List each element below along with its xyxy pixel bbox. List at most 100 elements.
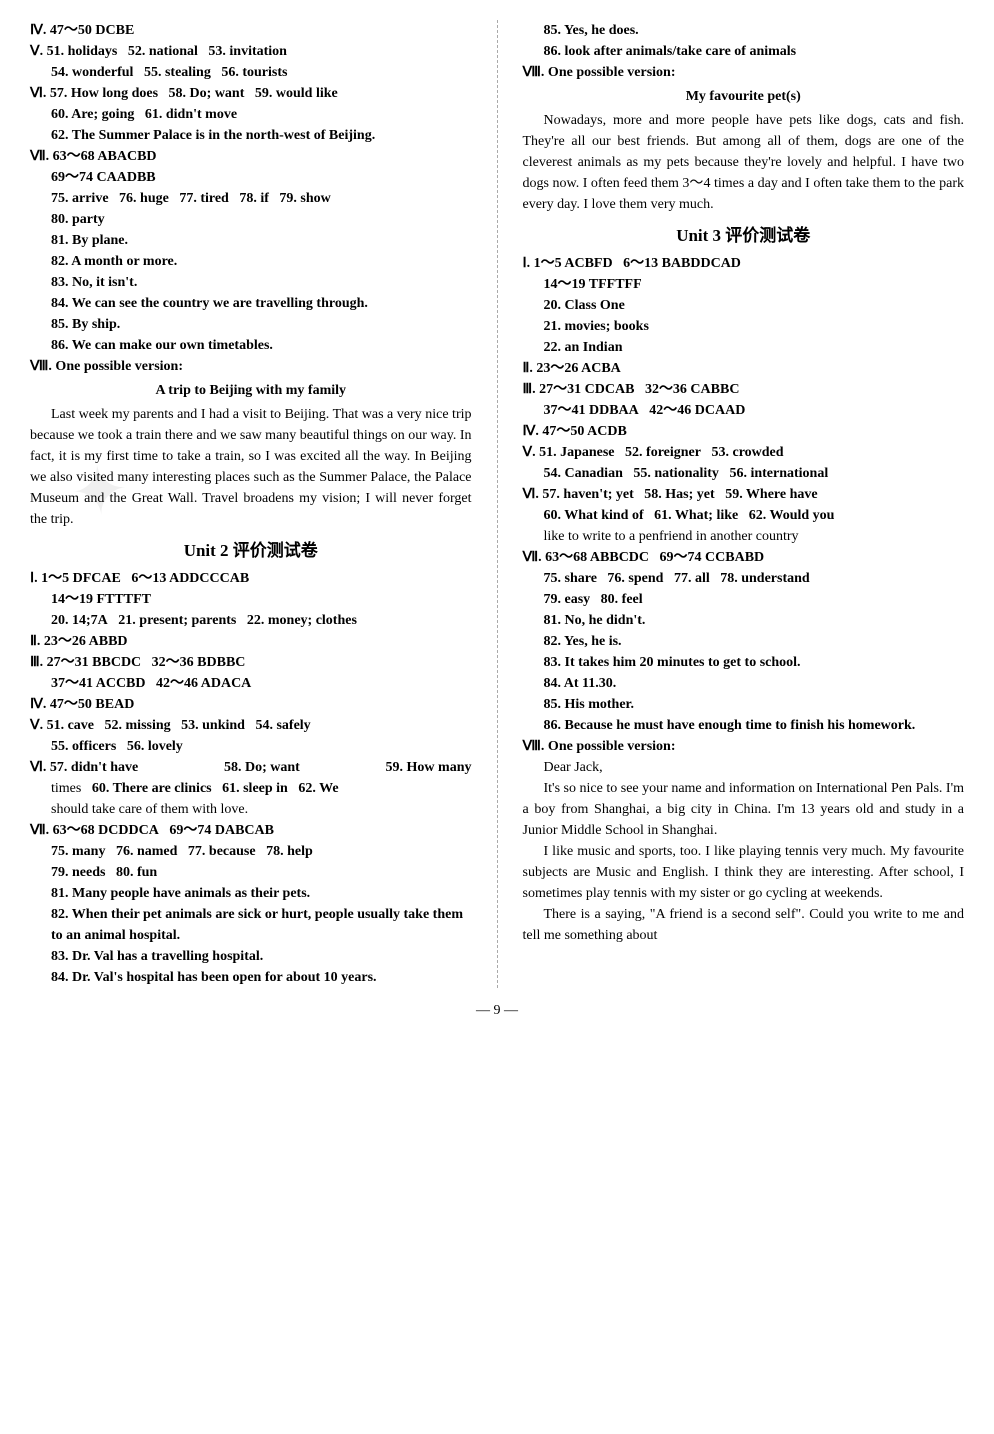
answer-item: 61. What; like: [654, 508, 738, 523]
right-column: 85. Yes, he does. 86. look after animals…: [523, 20, 965, 988]
answer-item: 22. money; clothes: [247, 613, 357, 628]
answer-item: 21. present; parents: [118, 613, 236, 628]
answer-item: 69～74 CCBABD: [660, 550, 765, 565]
answer-item: 76. huge: [119, 191, 169, 206]
text-line: 60. What kind of 61. What; like 62. Woul…: [523, 505, 965, 526]
answer-item: 54. wonderful: [51, 65, 133, 80]
answer-item: 55. stealing: [144, 65, 211, 80]
answer-item: 78. understand: [720, 571, 809, 586]
answer-item: 69～74 DABCAB: [169, 823, 274, 838]
answer-item: Ⅶ. 63～68 DCDDCA: [30, 823, 159, 838]
text-line: should take care of them with love.: [30, 799, 472, 820]
text-line: Ⅷ. One possible version:: [523, 62, 965, 83]
text-line: 83. It takes him 20 minutes to get to sc…: [523, 652, 965, 673]
answer-item: Ⅲ. 27～31 CDCAB: [523, 382, 635, 397]
answer-item: 20. 14;7A: [51, 613, 108, 628]
answer-item: 59. Where have: [725, 487, 817, 502]
answer-item: Ⅵ. 57. didn't have: [30, 757, 138, 778]
answer-item: 77. tired: [179, 191, 229, 206]
answer-item: 42～46 ADACA: [156, 676, 251, 691]
text-line: 75. share 76. spend 77. all 78. understa…: [523, 568, 965, 589]
answer-item: Ⅶ. 63～68 ABBCDC: [523, 550, 650, 565]
answer-item: 58. Do; want: [169, 86, 245, 101]
answer-item: 54. Canadian: [544, 466, 623, 481]
answer-item: 42～46 DCAAD: [649, 403, 745, 418]
page-number: — 9 —: [30, 1000, 964, 1021]
text-line: Ⅶ. 63～68 ABBCDC 69～74 CCBABD: [523, 547, 965, 568]
text-line: 69～74 CAADBB: [30, 167, 472, 188]
answer-item: Ⅵ. 57. How long does: [30, 86, 158, 101]
text-line: 81. No, he didn't.: [523, 610, 965, 631]
text-line: 62. The Summer Palace is in the north-we…: [30, 125, 472, 146]
answer-item: 53. crowded: [711, 445, 783, 460]
answer-item: 52. national: [128, 44, 198, 59]
answer-item: 60. Are; going: [51, 107, 134, 122]
text-line: 37～41 ACCBD 42～46 ADACA: [30, 673, 472, 694]
essay-title: My favourite pet(s): [523, 86, 965, 107]
text-line: Ⅱ. 23～26 ABBD: [30, 631, 472, 652]
text-line: Ⅵ. 57. didn't have 58. Do; want 59. How …: [30, 757, 472, 778]
text-line: 14～19 FTTTFT: [30, 589, 472, 610]
answer-item: 78. if: [239, 191, 269, 206]
text-line: 54. wonderful 55. stealing 56. tourists: [30, 62, 472, 83]
answer-item: 56. lovely: [127, 739, 183, 754]
text-line: 85. His mother.: [523, 694, 965, 715]
text-line: 85. By ship.: [30, 314, 472, 335]
text-line: 22. an Indian: [523, 337, 965, 358]
text-line: Ⅲ. 27～31 CDCAB 32～36 CABBC: [523, 379, 965, 400]
text-line: Ⅶ. 63～68 DCDDCA 69～74 DABCAB: [30, 820, 472, 841]
answer-item: 62. Would you: [749, 508, 835, 523]
answer-item: Ⅲ. 27～31 BBCDC: [30, 655, 141, 670]
answer-item: 77. because: [188, 844, 256, 859]
answer-item: 79. show: [279, 191, 330, 206]
text-line: Ⅱ. 23～26 ACBA: [523, 358, 965, 379]
answer-item: 79. needs: [51, 865, 105, 880]
answer-item: 61. didn't move: [145, 107, 237, 122]
text-line: 54. Canadian 55. nationality 56. interna…: [523, 463, 965, 484]
answer-item: 80. feel: [601, 592, 643, 607]
answer-item: 76. spend: [607, 571, 663, 586]
text-line: 82. A month or more.: [30, 251, 472, 272]
text-line: 83. No, it isn't.: [30, 272, 472, 293]
text-line: 14～19 TFFTFF: [523, 274, 965, 295]
answer-item: 79. easy: [544, 592, 591, 607]
answer-item: 55. officers: [51, 739, 116, 754]
essay-body: I like music and sports, too. I like pla…: [523, 841, 965, 904]
answer-item: Ⅵ. 57. haven't; yet: [523, 487, 634, 502]
essay-body: Nowadays, more and more people have pets…: [523, 110, 965, 215]
text-line: Ⅵ. 57. How long does 58. Do; want 59. wo…: [30, 83, 472, 104]
answer-item: 75. share: [544, 571, 597, 586]
answer-item: 58. Has; yet: [644, 487, 714, 502]
text-line: Ⅶ. 63～68 ABACBD: [30, 146, 472, 167]
text-line: times 60. There are clinics 61. sleep in…: [30, 778, 472, 799]
text-line: Ⅵ. 57. haven't; yet 58. Has; yet 59. Whe…: [523, 484, 965, 505]
answer-item: 58. Do; want: [224, 757, 300, 778]
text-line: Ⅴ. 51. holidays 52. national 53. invitat…: [30, 41, 472, 62]
answer-item: 56. international: [729, 466, 828, 481]
text-line: 85. Yes, he does.: [523, 20, 965, 41]
text-line: 83. Dr. Val has a travelling hospital.: [30, 946, 472, 967]
text-line: 82. When their pet animals are sick or h…: [30, 904, 472, 946]
answer-item: 53. unkind: [181, 718, 245, 733]
answer-item: 78. help: [266, 844, 313, 859]
text-line: 55. officers 56. lovely: [30, 736, 472, 757]
text-line: 86. We can make our own timetables.: [30, 335, 472, 356]
answer-item: 6～13 ADDCCCAB: [131, 571, 249, 586]
unit-title: Unit 3 评价测试卷: [523, 223, 965, 249]
text-line: Ⅰ. 1～5 DFCAE 6～13 ADDCCCAB: [30, 568, 472, 589]
essay-body: There is a saying, "A friend is a second…: [523, 904, 965, 946]
answer-item: 52. missing: [105, 718, 171, 733]
text-line: Ⅳ. 47～50 ACDB: [523, 421, 965, 442]
answer-item: 54. safely: [255, 718, 310, 733]
answer-item: 59. would like: [255, 86, 338, 101]
text-line: 79. needs 80. fun: [30, 862, 472, 883]
answer-item: Ⅴ. 51. Japanese: [523, 445, 615, 460]
answer-item: 76. named: [116, 844, 177, 859]
text-line: 20. 14;7A 21. present; parents 22. money…: [30, 610, 472, 631]
text-line: 75. arrive 76. huge 77. tired 78. if 79.…: [30, 188, 472, 209]
answer-item: 60. What kind of: [544, 508, 644, 523]
text-line: 79. easy 80. feel: [523, 589, 965, 610]
answer-item: 37～41 DDBAA: [544, 403, 639, 418]
text-line: like to write to a penfriend in another …: [523, 526, 965, 547]
unit-title: Unit 2 评价测试卷: [30, 538, 472, 564]
